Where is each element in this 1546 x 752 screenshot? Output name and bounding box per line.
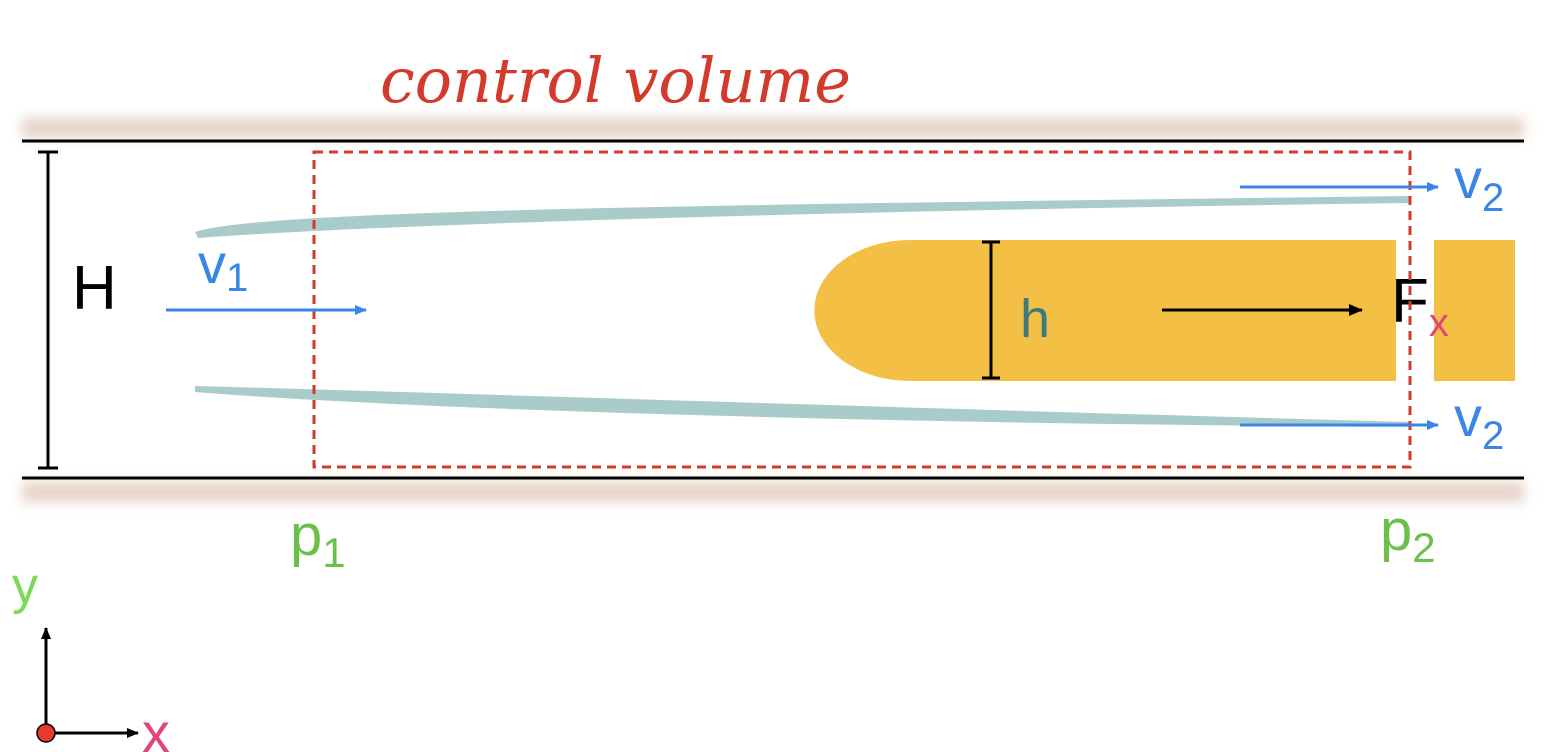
x-axis-label: x (142, 701, 170, 752)
outlet-pressure-label: p2 (1380, 498, 1436, 571)
body-height-dimension (982, 240, 1000, 380)
top-wall-shadow (22, 118, 1524, 138)
inlet-pressure-label: p1 (290, 503, 346, 576)
coordinate-axes (36, 627, 139, 743)
upper-streamline (195, 196, 1410, 238)
lower-streamline (195, 386, 1410, 427)
inlet-velocity-label: v1 (198, 232, 248, 300)
channel-height-label: H (72, 254, 117, 323)
body-height-label: h (1020, 289, 1050, 349)
bluff-body (814, 240, 1396, 381)
channel-walls (22, 118, 1524, 502)
y-axis-label: y (12, 557, 38, 615)
channel-height-dimension (38, 150, 58, 470)
outlet-velocity-label-top: v2 (1454, 147, 1504, 220)
bottom-wall-shadow (22, 482, 1524, 502)
control-volume-boundary (312, 150, 1412, 469)
origin-point (36, 723, 56, 743)
outlet-velocity-label-bottom: v2 (1454, 385, 1504, 458)
bluff-body-tail (1434, 240, 1515, 381)
force-subscript: x (1429, 301, 1449, 345)
control-volume-title: control volume (380, 44, 851, 117)
